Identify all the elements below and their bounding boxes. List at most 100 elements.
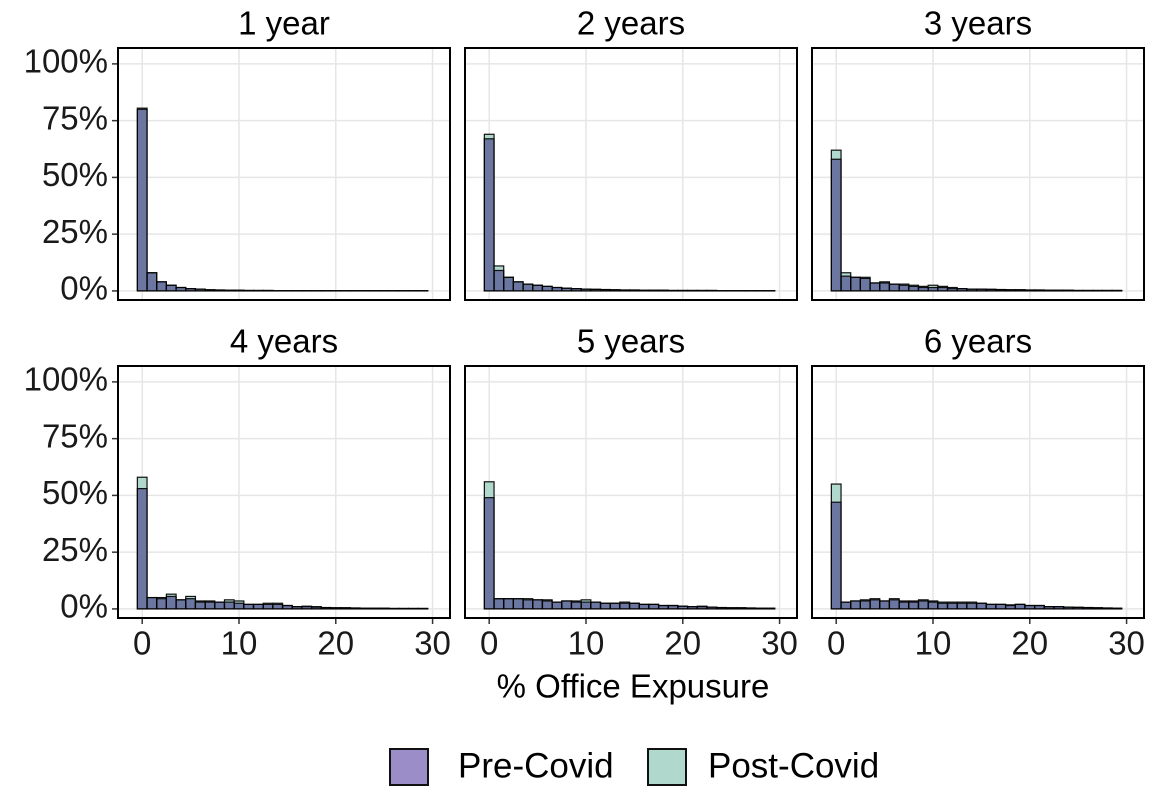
histogram-bar — [262, 603, 274, 610]
panel-border — [117, 365, 451, 619]
y-tick-label: 100% — [24, 361, 108, 398]
histogram-bar — [706, 606, 718, 610]
histogram-bar — [927, 601, 939, 610]
histogram-bar — [378, 607, 390, 610]
histogram-bar — [551, 601, 563, 610]
histogram-bar — [1043, 606, 1055, 610]
histogram-bar — [1004, 604, 1016, 610]
histogram-bar — [214, 601, 226, 610]
histogram-bar — [1053, 289, 1065, 292]
histogram-bar — [898, 284, 910, 292]
x-tick-label: 10 — [221, 625, 258, 662]
histogram-bar — [580, 288, 592, 292]
histogram-bar — [599, 288, 611, 292]
histogram-bar — [1092, 607, 1103, 610]
histogram-bar — [1014, 603, 1026, 610]
histogram-bar — [628, 602, 640, 610]
histogram-bar — [512, 598, 524, 610]
histogram-bar — [1111, 607, 1123, 610]
histogram-bar — [1004, 289, 1016, 292]
y-tick-label: 50% — [42, 156, 108, 193]
histogram-bar — [570, 601, 582, 610]
histogram-bar — [937, 286, 949, 292]
x-tick-label: 30 — [1108, 625, 1145, 662]
histogram-bar — [628, 289, 640, 292]
histogram-bar — [696, 606, 708, 610]
histogram-bar — [859, 600, 871, 610]
histogram-bar — [1014, 289, 1026, 292]
histogram-bar — [522, 599, 534, 610]
y-tick-label: 0% — [60, 270, 108, 307]
histogram-bar — [175, 286, 187, 292]
histogram-bar — [937, 602, 949, 610]
histogram-bar — [310, 606, 322, 610]
histogram-bar — [580, 601, 592, 610]
histogram-bar — [165, 595, 177, 610]
legend-swatch — [389, 748, 429, 786]
x-tick-label: 10 — [568, 625, 605, 662]
histogram-bar — [830, 158, 842, 292]
histogram-bar — [541, 285, 553, 292]
y-tick-label: 25% — [42, 213, 108, 250]
histogram-bar — [619, 289, 631, 292]
histogram-bar — [233, 289, 245, 292]
histogram-bar — [1063, 289, 1074, 292]
histogram-bar — [657, 289, 669, 292]
histogram-bar — [204, 289, 216, 292]
histogram-bar — [1043, 289, 1055, 292]
histogram-bar — [493, 269, 505, 292]
histogram-bar — [156, 281, 167, 292]
histogram-bar — [1072, 606, 1084, 610]
histogram-bar — [956, 602, 968, 610]
x-tick-label: 30 — [761, 625, 798, 662]
panel-border — [117, 47, 451, 301]
histogram-bar — [966, 288, 978, 292]
facet-title: 4 years — [230, 323, 338, 360]
histogram-bar — [359, 607, 371, 610]
histogram-bar — [136, 487, 148, 610]
panel: 0% 25% 50% 75% 100% — [24, 43, 451, 307]
histogram-bar — [966, 602, 978, 610]
x-tick-label: 0 — [133, 625, 151, 662]
x-tick-label: 0 — [480, 625, 498, 662]
histogram-bar — [301, 606, 313, 610]
panel: 0% 25% 50% 75% 100% 0 10 20 30 — [24, 361, 451, 662]
panel: 0 10 20 30 — [464, 365, 798, 662]
histogram-bar — [599, 602, 611, 610]
facet-title: 3 years — [924, 5, 1032, 42]
histogram-bar — [869, 599, 881, 610]
histogram-bar — [483, 138, 495, 292]
histogram-bar — [532, 284, 544, 292]
histogram-bar — [859, 277, 871, 292]
facet-title: 1 year — [238, 5, 330, 42]
histogram-bar — [840, 275, 852, 292]
histogram-bar — [349, 607, 361, 610]
x-tick-label: 10 — [915, 625, 952, 662]
histogram-bar — [648, 603, 660, 610]
histogram-bar — [532, 599, 544, 610]
histogram-bar — [667, 604, 679, 610]
histogram-bar — [609, 289, 621, 292]
histogram-bar — [995, 603, 1007, 610]
histogram-bar — [522, 283, 534, 292]
x-tick-label: 20 — [1011, 625, 1048, 662]
x-tick-label: 30 — [414, 625, 451, 662]
y-tick-label: 100% — [24, 43, 108, 80]
histogram-bar — [985, 603, 997, 610]
y-tick-label: 0% — [60, 588, 108, 625]
histogram-bar — [735, 607, 747, 610]
histogram-bar — [204, 601, 216, 610]
histogram-bar — [281, 604, 293, 610]
histogram-bar — [483, 497, 495, 610]
histogram-bar — [888, 283, 900, 292]
panel-border — [811, 365, 1145, 619]
histogram-bar — [830, 501, 842, 610]
histogram-bar — [136, 108, 148, 292]
histogram-bar — [869, 282, 881, 292]
histogram-bar — [175, 599, 187, 610]
histogram-bar — [1034, 604, 1045, 610]
histogram-bar — [908, 601, 920, 610]
histogram-bar — [512, 281, 524, 292]
histogram-bar — [687, 606, 698, 610]
legend-label: Post-Covid — [708, 746, 879, 785]
